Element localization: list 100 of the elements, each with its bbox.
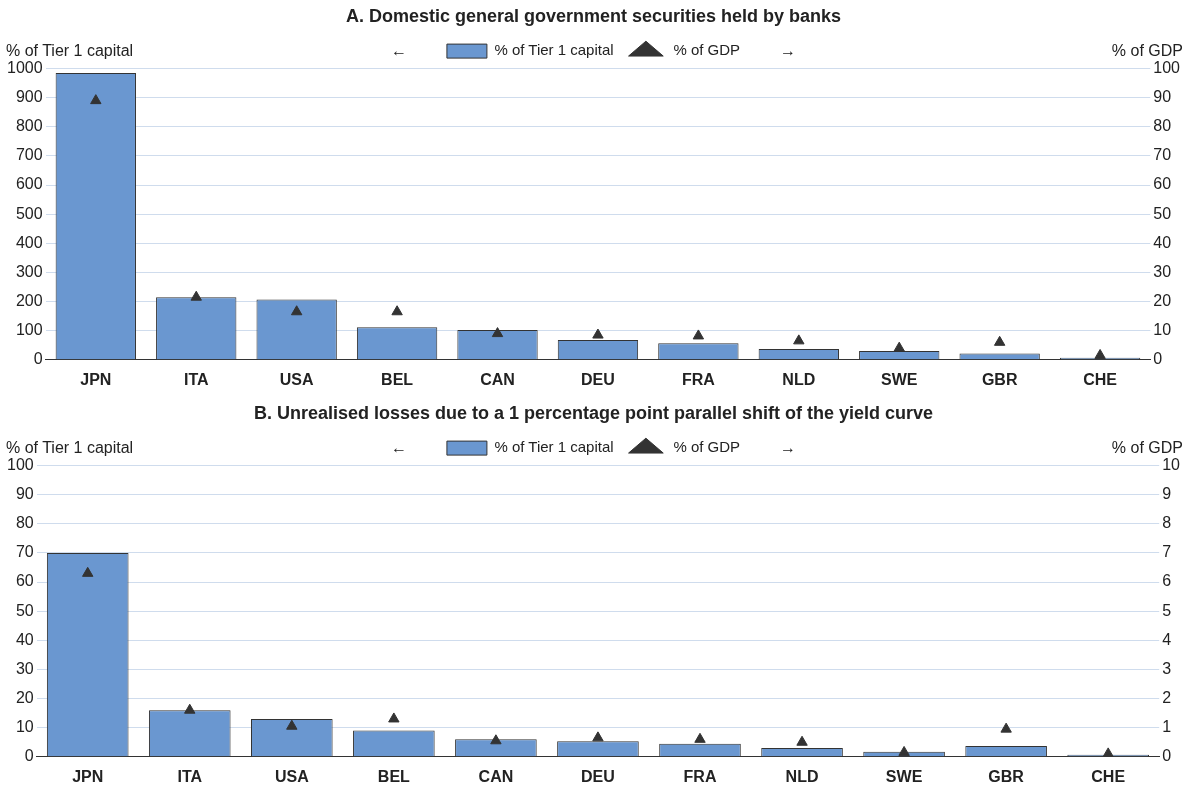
y-tick-label: 100 (6, 456, 34, 474)
x-tick-label: CHE (1083, 370, 1118, 388)
text: → (780, 438, 797, 456)
y2-tick-label: 5 (1162, 601, 1172, 619)
point (694, 732, 706, 743)
y-tick-label: 50 (15, 601, 34, 619)
y2-tick-label: 30 (1153, 262, 1172, 280)
y-tick-label: 500 (15, 204, 43, 222)
point (592, 328, 604, 339)
point (388, 712, 400, 723)
y2-tick-label: 0 (1153, 350, 1163, 368)
point (592, 731, 604, 742)
y2-tick-label: 60 (1153, 175, 1172, 193)
point (82, 566, 94, 577)
y2-axis-title: % of GDP (1111, 41, 1183, 59)
point (1000, 722, 1012, 733)
point (184, 703, 196, 714)
x-tick-label: SWE (881, 370, 918, 388)
legend-label: % of Tier 1 capital (494, 438, 614, 456)
x-tick-label: BEL (381, 370, 414, 388)
x-tick-label: USA (279, 370, 314, 388)
x-tick-label: DEU (581, 370, 615, 388)
point (286, 719, 298, 730)
y-tick-label: 60 (15, 572, 34, 590)
y-tick-label: 70 (15, 543, 34, 561)
point (993, 335, 1006, 346)
x-tick-label: CHE (1091, 767, 1126, 785)
point (1094, 348, 1106, 359)
point (793, 334, 805, 345)
x-tick-label: NLD (785, 767, 819, 785)
y2-tick-label: 1 (1162, 718, 1172, 736)
y2-axis-title: % of GDP (1111, 438, 1183, 456)
y-tick-label: 0 (33, 350, 43, 368)
y-tick-label: 400 (15, 233, 43, 251)
y-tick-label: 40 (15, 630, 34, 648)
x-tick-label: CAN (480, 370, 515, 388)
y-tick-label: 90 (15, 485, 34, 503)
x-tick-label: DEU (581, 767, 615, 785)
y2-tick-label: 10 (1162, 456, 1181, 474)
y-tick-label: 100 (15, 321, 43, 339)
y-tick-label: 20 (15, 688, 34, 706)
point (893, 341, 905, 352)
text: ← (390, 438, 407, 456)
y2-tick-label: 50 (1153, 204, 1172, 222)
y2-tick-label: 90 (1153, 88, 1172, 106)
y-tick-label: 30 (15, 659, 34, 677)
text: → (780, 41, 797, 59)
y2-tick-label: 80 (1153, 117, 1172, 135)
x-tick-label: ITA (177, 767, 203, 785)
y-axis-title: % of Tier 1 capital (6, 41, 134, 59)
point (190, 290, 202, 301)
legend-label: % of GDP (673, 41, 741, 59)
point (290, 305, 303, 316)
y2-tick-label: 4 (1162, 630, 1172, 648)
y2-tick-label: 70 (1153, 146, 1172, 164)
y-tick-label: 0 (24, 747, 34, 765)
point (692, 329, 705, 340)
x-tick-label: NLD (782, 370, 816, 388)
y2-tick-label: 20 (1153, 291, 1172, 309)
y2-tick-label: 7 (1162, 543, 1172, 561)
y2-tick-label: 3 (1162, 659, 1172, 677)
y2-tick-label: 6 (1162, 572, 1172, 590)
x-tick-label: CAN (478, 767, 514, 785)
x-tick-label: FRA (683, 767, 717, 785)
chart-title: B. Unrealised losses due to a 1 percentage point parallel shift of the yield curve (253, 402, 934, 423)
point (490, 734, 502, 745)
y-tick-label: 800 (15, 117, 43, 135)
y-tick-label: 1000 (7, 59, 43, 77)
y-tick-label: 200 (15, 291, 43, 309)
x-tick-label: BEL (377, 767, 411, 785)
y-tick-label: 80 (15, 514, 34, 532)
y2-tick-label: 10 (1153, 321, 1172, 339)
point (491, 327, 504, 338)
legend-label: % of GDP (673, 438, 741, 456)
x-tick-label: JPN (72, 767, 104, 785)
y2-tick-label: 8 (1162, 514, 1172, 532)
point (898, 745, 910, 756)
x-tick-label: FRA (681, 370, 716, 388)
x-tick-label: JPN (80, 370, 112, 388)
x-tick-label: GBR (988, 767, 1025, 785)
x-tick-label: USA (274, 767, 310, 785)
point (90, 94, 102, 105)
x-tick-label: ITA (183, 370, 209, 388)
legend-label: % of Tier 1 capital (494, 41, 614, 59)
y-tick-label: 900 (15, 88, 43, 106)
y-tick-label: 700 (15, 146, 43, 164)
y-axis-title: % of Tier 1 capital (6, 438, 134, 456)
chart-title: A. Domestic general government securities held by banks (345, 5, 842, 26)
point (796, 735, 808, 746)
y-tick-label: 300 (15, 262, 43, 280)
x-tick-label: SWE (885, 767, 923, 785)
y2-tick-label: 2 (1162, 688, 1172, 706)
x-tick-label: GBR (981, 370, 1018, 388)
y-tick-label: 600 (15, 175, 43, 193)
text: ← (390, 41, 407, 59)
y2-tick-label: 9 (1162, 485, 1172, 503)
y2-tick-label: 100 (1153, 59, 1181, 77)
y2-tick-label: 40 (1153, 233, 1172, 251)
y-tick-label: 10 (15, 718, 34, 736)
y2-tick-label: 0 (1162, 747, 1172, 765)
